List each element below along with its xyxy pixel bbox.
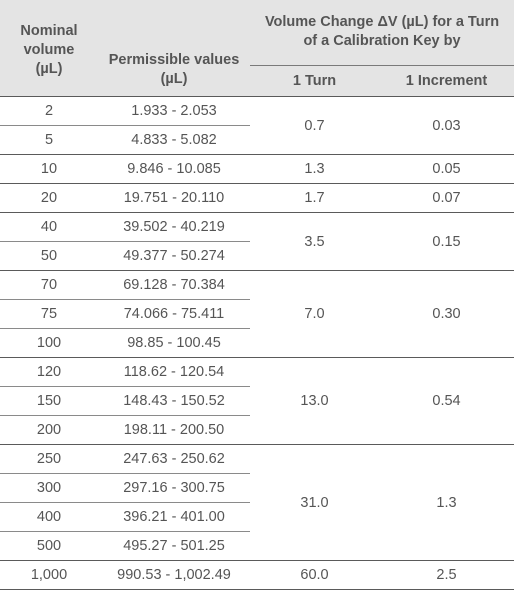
- table-row: 250 247.63 - 250.62 31.0 1.3: [0, 444, 514, 561]
- header-nominal-line3: (µL): [35, 60, 63, 77]
- table-body: 2 1.933 - 2.053 0.7 0.03 5 4.833 - 5.082 10 9.8…: [0, 96, 514, 590]
- cell-one-increment: 0.03: [379, 96, 514, 155]
- cell-nominal-volume: 100: [0, 328, 98, 358]
- header-volume-change-line2: of a Calibration Key by: [303, 33, 461, 49]
- cell-one-turn: 1.3: [250, 154, 379, 184]
- cell-permissible-values: 9.846 - 10.085: [98, 154, 250, 184]
- table-row: 5 4.833 - 5.082: [0, 125, 514, 155]
- cell-one-increment: 1.3: [379, 444, 514, 561]
- table-row: 150 148.43 - 150.52: [0, 386, 514, 416]
- header-one-increment: 1 Increment: [379, 65, 514, 97]
- cell-one-increment: 0.05: [379, 154, 514, 184]
- table-row: 1,000 990.53 - 1,002.49 60.0 2.5: [0, 560, 514, 590]
- cell-nominal-volume: 300: [0, 473, 98, 503]
- cell-nominal-volume: 10: [0, 154, 98, 184]
- cell-nominal-volume: 150: [0, 386, 98, 416]
- header-nominal-volume: Nominal volume (µL): [0, 0, 98, 97]
- cell-nominal-volume: 70: [0, 270, 98, 300]
- header-one-turn: 1 Turn: [250, 65, 379, 97]
- cell-permissible-values: 74.066 - 75.411: [98, 299, 250, 329]
- cell-one-increment: 0.54: [379, 357, 514, 445]
- cell-nominal-volume: 40: [0, 212, 98, 242]
- table-row: 40 39.502 - 40.219 3.5 0.15: [0, 212, 514, 271]
- table-row: 400 396.21 - 401.00: [0, 502, 514, 532]
- table-row: 200 198.11 - 200.50: [0, 415, 514, 445]
- cell-permissible-values: 98.85 - 100.45: [98, 328, 250, 358]
- cell-nominal-volume: 500: [0, 531, 98, 561]
- cell-permissible-values: 297.16 - 300.75: [98, 473, 250, 503]
- cell-permissible-values: 118.62 - 120.54: [98, 357, 250, 387]
- header-volume-change-line1: Volume Change ΔV (µL) for a Turn: [264, 14, 500, 30]
- table-row: 500 495.27 - 501.25: [0, 531, 514, 561]
- cell-one-turn: 13.0: [250, 357, 379, 445]
- cell-permissible-values: 69.128 - 70.384: [98, 270, 250, 300]
- table-row: 300 297.16 - 300.75: [0, 473, 514, 503]
- cell-permissible-values: 990.53 - 1,002.49: [98, 560, 250, 590]
- cell-one-increment: 2.5: [379, 560, 514, 590]
- table-row: 100 98.85 - 100.45: [0, 328, 514, 358]
- cell-permissible-values: 148.43 - 150.52: [98, 386, 250, 416]
- header-nominal-line1: Nominal: [20, 22, 78, 39]
- cell-permissible-values: 4.833 - 5.082: [98, 125, 250, 155]
- cell-one-turn: 7.0: [250, 270, 379, 358]
- cell-permissible-values: 1.933 - 2.053: [98, 96, 250, 126]
- header-volume-change: Volume Change ΔV (µL) for a Turn of a Ca…: [250, 0, 514, 66]
- cell-one-turn: 60.0: [250, 560, 379, 590]
- cell-permissible-values: 495.27 - 501.25: [98, 531, 250, 561]
- cell-one-turn: 3.5: [250, 212, 379, 271]
- table-row: 10 9.846 - 10.085 1.3 0.05: [0, 154, 514, 184]
- cell-nominal-volume: 2: [0, 96, 98, 126]
- cell-nominal-volume: 20: [0, 183, 98, 213]
- cell-one-increment: 0.07: [379, 183, 514, 213]
- cell-permissible-values: 247.63 - 250.62: [98, 444, 250, 474]
- cell-one-turn: 0.7: [250, 96, 379, 155]
- table-row: 20 19.751 - 20.110 1.7 0.07: [0, 183, 514, 213]
- cell-nominal-volume: 50: [0, 241, 98, 271]
- cell-nominal-volume: 1,000: [0, 560, 98, 590]
- table-row: 70 69.128 - 70.384 7.0 0.30: [0, 270, 514, 358]
- header-permissible-line2: (µL): [160, 71, 188, 87]
- table-row: 75 74.066 - 75.411: [0, 299, 514, 329]
- cell-nominal-volume: 5: [0, 125, 98, 155]
- table-row: 120 118.62 - 120.54 13.0 0.54: [0, 357, 514, 445]
- cell-permissible-values: 396.21 - 401.00: [98, 502, 250, 532]
- cell-permissible-values: 39.502 - 40.219: [98, 212, 250, 242]
- cell-permissible-values: 49.377 - 50.274: [98, 241, 250, 271]
- header-permissible-line1: Permissible values: [108, 52, 240, 68]
- cell-permissible-values: 198.11 - 200.50: [98, 415, 250, 445]
- cell-nominal-volume: 75: [0, 299, 98, 329]
- cell-one-turn: 31.0: [250, 444, 379, 561]
- table-row: 50 49.377 - 50.274: [0, 241, 514, 271]
- cell-nominal-volume: 400: [0, 502, 98, 532]
- cell-one-increment: 0.15: [379, 212, 514, 271]
- header-permissible-values: Permissible values (µL): [98, 0, 250, 97]
- cell-permissible-values: 19.751 - 20.110: [98, 183, 250, 213]
- header-nominal-line2: volume: [23, 41, 75, 58]
- cell-nominal-volume: 200: [0, 415, 98, 445]
- cell-one-turn: 1.7: [250, 183, 379, 213]
- table-header: Nominal volume (µL) Permissible values (…: [0, 0, 514, 97]
- table-row: 2 1.933 - 2.053 0.7 0.03: [0, 96, 514, 155]
- cell-one-increment: 0.30: [379, 270, 514, 358]
- cell-nominal-volume: 250: [0, 444, 98, 474]
- cell-nominal-volume: 120: [0, 357, 98, 387]
